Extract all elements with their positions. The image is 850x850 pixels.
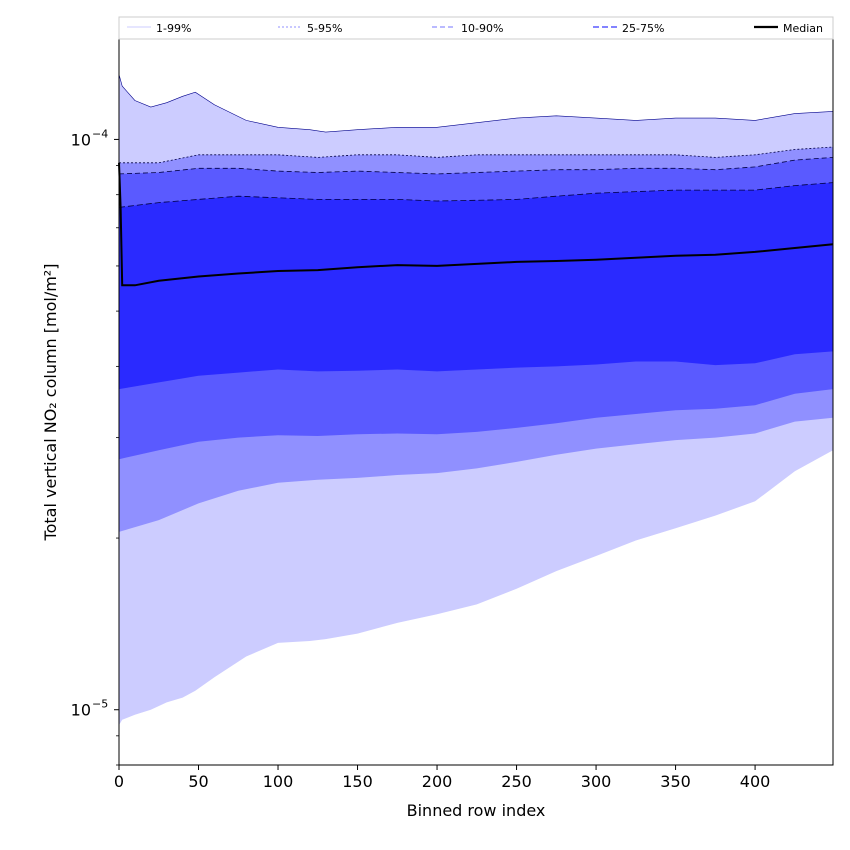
y-tick-exponent: −5 <box>92 698 108 711</box>
x-tick-label: 50 <box>188 772 208 791</box>
y-tick-exponent: −4 <box>92 127 108 140</box>
legend-label: 25-75% <box>622 22 664 35</box>
legend: 1-99% 5-95% 10-90% 25-75% Median <box>118 16 834 40</box>
y-axis-label: Total vertical NO₂ column [mol/m²] <box>41 264 60 542</box>
band-25-75% <box>119 182 833 390</box>
y-axis: 10−510−4 <box>71 127 119 766</box>
median-layer <box>118 162 834 287</box>
x-tick-label: 100 <box>263 772 294 791</box>
x-tick-label: 400 <box>740 772 771 791</box>
legend-label: Median <box>783 22 823 35</box>
legend-frame <box>118 16 834 40</box>
legend-label: 5-95% <box>307 22 342 35</box>
x-axis: 0 50 100 150 200 250 300 350 400 <box>114 765 770 791</box>
median-line <box>118 162 834 287</box>
band-upper-edge-1-99% <box>118 74 834 133</box>
x-tick-label: 300 <box>581 772 612 791</box>
x-tick-label: 150 <box>342 772 373 791</box>
y-tick-label: 10 <box>71 130 91 149</box>
band-upper-edge-5-95% <box>119 146 834 164</box>
y-tick-label: 10 <box>71 701 91 720</box>
x-tick-label: 350 <box>660 772 691 791</box>
x-tick-label: 0 <box>114 772 124 791</box>
x-tick-label: 200 <box>422 772 453 791</box>
bands-layer <box>118 74 834 726</box>
x-tick-label: 250 <box>501 772 532 791</box>
legend-label: 10-90% <box>461 22 503 35</box>
legend-label: 1-99% <box>156 22 191 35</box>
x-axis-label: Binned row index <box>407 801 546 820</box>
band-upper-edge-25-75% <box>118 182 834 208</box>
band-upper-edge-10-90% <box>118 157 834 175</box>
